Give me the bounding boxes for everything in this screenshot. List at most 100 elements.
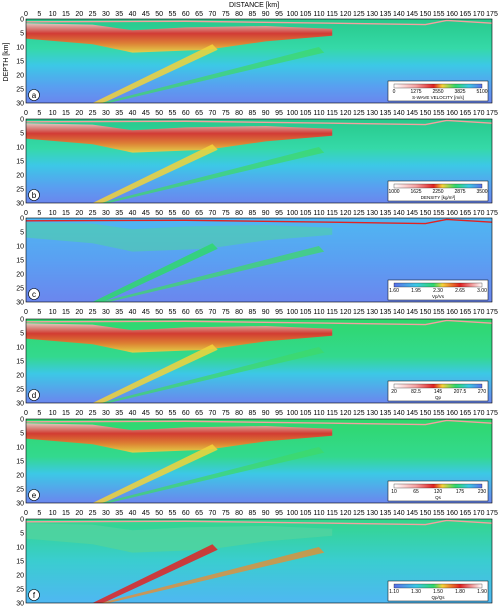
x-tick-label: 120 [340,210,352,217]
x-tick-label: 155 [433,510,445,517]
colorbar-tick: 0 [393,89,396,95]
x-tick-label: 75 [222,510,230,517]
x-tick-label: 125 [353,110,365,117]
x-tick-label: 0 [24,309,28,316]
x-tick-label: 45 [142,510,150,517]
x-tick-label: 45 [142,11,150,18]
x-tick-label: 125 [353,510,365,517]
x-tick-label: 170 [473,110,485,117]
x-tick-label: 165 [460,110,472,117]
x-tick-label: 130 [366,210,378,217]
panel-label-badge [28,89,40,101]
x-tick-label: 20 [75,11,83,18]
x-tick-label: 20 [75,309,83,316]
x-tick-label: 170 [473,309,485,316]
x-tick-label: 75 [222,410,230,417]
panel-label-badge [28,489,40,501]
y-tick-label: 30 [16,601,24,608]
x-tick-label: 15 [62,410,70,417]
colorbar-tick: 2250 [432,189,443,195]
x-tick-label: 90 [262,309,270,316]
surface-layer [25,319,493,326]
colorbar-tick: 207.5 [454,389,467,395]
x-tick-label: 5 [37,110,41,117]
x-tick-label: 120 [340,309,352,316]
y-tick-label: 30 [16,501,24,508]
x-tick-label: 135 [380,309,392,316]
x-tick-label: 130 [366,11,378,18]
panel-frame [25,418,493,504]
panel-label-badge [28,389,40,401]
x-tick-label: 175 [486,110,498,117]
panel-label-badge [28,589,40,601]
x-tick-label: 150 [420,410,432,417]
x-tick-label: 75 [222,11,230,18]
colorbar-tick: 1.95 [411,288,421,294]
x-tick-label: 80 [235,110,243,117]
x-tick-label: 95 [275,110,283,117]
colorbar-tick: 20 [391,389,397,395]
x-tick-label: 85 [248,11,256,18]
x-tick-label: 55 [169,210,177,217]
y-tick-label: 5 [20,531,24,538]
dipping-band [100,547,325,603]
x-tick-label: 65 [195,309,203,316]
x-tick-label: 25 [89,210,97,217]
x-tick-label: 40 [129,210,137,217]
colorbar-tick: 82.5 [411,389,421,395]
x-tick-label: 35 [115,11,123,18]
colorbar-title: S-WAVE VELOCITY [m/s] [412,95,464,100]
x-tick-label: 100 [286,510,298,517]
x-tick-label: 115 [327,410,338,417]
y-tick-label: 10 [16,445,24,452]
x-tick-label: 5 [37,410,41,417]
x-tick-label: 140 [393,210,405,217]
x-tick-label: 10 [49,110,57,117]
x-tick-label: 15 [62,210,70,217]
x-tick-label: 85 [248,309,256,316]
x-tick-label: 70 [209,510,217,517]
x-tick-label: 40 [129,11,137,18]
y-tick-label: 20 [16,73,24,80]
x-tick-label: 25 [89,410,97,417]
x-tick-label: 30 [102,110,110,117]
colorbar-tick: 1.60 [389,288,399,294]
colorbar-tick: 1.50 [433,589,443,595]
y-tick-label: 0 [20,517,24,524]
x-tick-label: 155 [433,110,445,117]
y-tick-label: 0 [20,216,24,223]
x-tick-label: 100 [286,11,298,18]
x-tick-label: 50 [155,510,163,517]
x-tick-label: 80 [235,410,243,417]
colorbar-tick: 120 [434,489,443,495]
x-tick-label: 145 [406,410,418,417]
colorbar-title: Qs [435,495,442,500]
x-tick-label: 50 [155,309,163,316]
x-tick-label: 155 [433,210,445,217]
x-tick-label: 95 [275,11,283,18]
colorbar-tick: 1275 [410,89,421,95]
x-tick-label: 10 [49,11,57,18]
y-tick-label: 5 [20,331,24,338]
x-tick-label: 165 [460,210,472,217]
x-tick-label: 55 [169,309,177,316]
panel-label: c [32,290,36,299]
x-tick-label: 125 [353,11,365,18]
y-axis-title: DEPTH [km] [3,43,10,82]
panel-frame [25,318,493,404]
x-tick-label: 35 [115,110,123,117]
colorbar [393,183,483,189]
y-tick-label: 30 [16,201,24,208]
x-tick-label: 95 [275,510,283,517]
x-tick-label: 105 [300,510,312,517]
panel-frame [25,118,493,204]
x-tick-label: 60 [182,110,190,117]
y-tick-label: 5 [20,131,24,138]
colorbar-tick: 230 [478,489,487,495]
surface-layer [25,218,493,225]
x-tick-label: 30 [102,309,110,316]
sediment-wedge [26,323,333,353]
x-tick-label: 90 [262,110,270,117]
x-tick-label: 165 [460,309,472,316]
